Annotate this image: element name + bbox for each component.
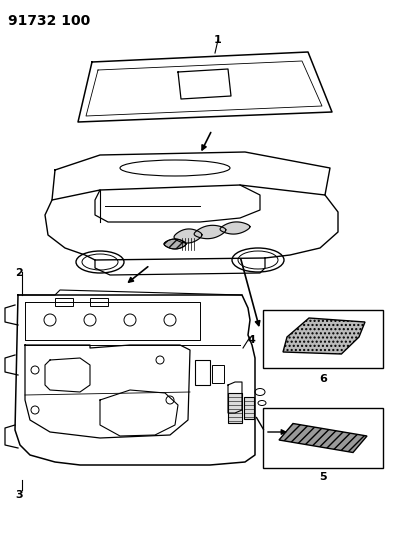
Bar: [90, 298, 108, 306]
Polygon shape: [174, 229, 202, 243]
Bar: [55, 298, 73, 306]
Text: 2: 2: [15, 268, 23, 278]
Ellipse shape: [76, 251, 124, 273]
Text: 5: 5: [319, 472, 327, 482]
Polygon shape: [164, 239, 186, 249]
Text: 6: 6: [319, 374, 327, 384]
Ellipse shape: [232, 248, 284, 272]
Bar: [228, 393, 242, 423]
Text: 4: 4: [247, 335, 255, 345]
Polygon shape: [220, 222, 250, 234]
Polygon shape: [279, 424, 367, 453]
Bar: [212, 365, 224, 383]
Text: 3: 3: [15, 490, 23, 500]
Polygon shape: [283, 318, 365, 354]
Bar: [263, 310, 383, 368]
Bar: [244, 397, 254, 419]
Bar: [195, 360, 210, 385]
Text: 91732 100: 91732 100: [8, 14, 90, 28]
Bar: [263, 408, 383, 468]
Text: 1: 1: [214, 35, 222, 45]
Polygon shape: [194, 225, 226, 239]
